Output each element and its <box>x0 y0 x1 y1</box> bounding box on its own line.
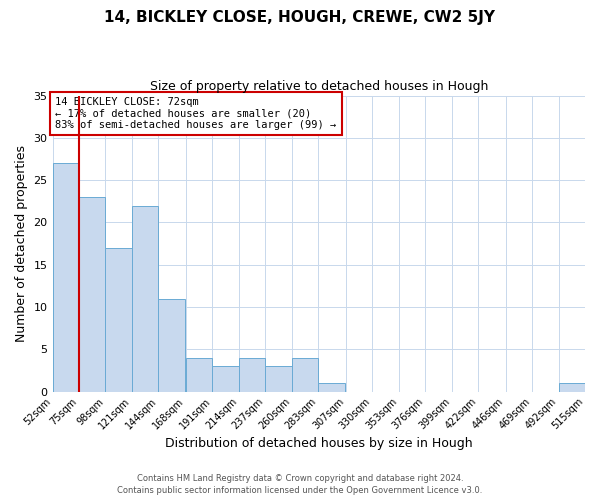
Bar <box>265 366 292 392</box>
Bar <box>53 163 79 392</box>
Bar <box>186 358 212 392</box>
Bar <box>559 383 585 392</box>
Text: 14 BICKLEY CLOSE: 72sqm
← 17% of detached houses are smaller (20)
83% of semi-de: 14 BICKLEY CLOSE: 72sqm ← 17% of detache… <box>55 97 337 130</box>
Bar <box>292 358 318 392</box>
Bar <box>318 383 344 392</box>
Bar <box>212 366 239 392</box>
Y-axis label: Number of detached properties: Number of detached properties <box>15 145 28 342</box>
Bar <box>79 197 106 392</box>
Bar <box>106 248 132 392</box>
Bar <box>132 206 158 392</box>
Bar <box>158 298 185 392</box>
Bar <box>239 358 265 392</box>
Text: 14, BICKLEY CLOSE, HOUGH, CREWE, CW2 5JY: 14, BICKLEY CLOSE, HOUGH, CREWE, CW2 5JY <box>104 10 496 25</box>
Text: Contains HM Land Registry data © Crown copyright and database right 2024.
Contai: Contains HM Land Registry data © Crown c… <box>118 474 482 495</box>
Title: Size of property relative to detached houses in Hough: Size of property relative to detached ho… <box>149 80 488 93</box>
X-axis label: Distribution of detached houses by size in Hough: Distribution of detached houses by size … <box>165 437 473 450</box>
